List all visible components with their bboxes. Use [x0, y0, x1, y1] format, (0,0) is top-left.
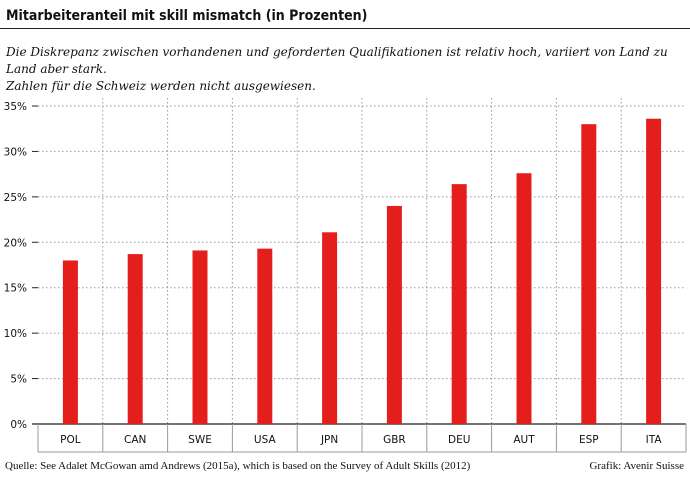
y-tick-label: 5% [10, 374, 27, 386]
bar [257, 248, 273, 424]
x-tick-label: CAN [124, 434, 146, 446]
x-tick-label: GBR [383, 434, 406, 446]
bars [62, 118, 662, 425]
bar [646, 118, 662, 424]
y-tick-label: 25% [4, 192, 27, 204]
bar [62, 260, 78, 424]
x-tick-label: DEU [448, 434, 470, 446]
bar [192, 250, 208, 424]
x-tick-label: ESP [579, 434, 599, 446]
y-tick-label: 30% [4, 146, 27, 158]
source-note: Quelle: See Adalet McGowan amd Andrews (… [5, 460, 471, 472]
bar [516, 173, 532, 424]
chart-subtitle: Die Diskrepanz zwischen vorhandenen und … [6, 44, 686, 95]
bar [581, 124, 597, 425]
x-tick-label: POL [60, 434, 81, 446]
x-tick-labels: POL CAN SWE USA JPN GBR DEU AUT ESP ITA [60, 434, 662, 446]
x-tick-label: USA [254, 434, 277, 446]
gridlines [32, 98, 687, 453]
x-tick-label: ITA [646, 434, 663, 446]
y-tick-label: 35% [4, 101, 27, 113]
bar [322, 232, 338, 424]
x-tick-label: AUT [513, 434, 535, 446]
bar [451, 184, 467, 424]
chart-title: Mitarbeiteranteil mit skill mismatch (in… [6, 8, 368, 24]
y-tick-label: 15% [4, 283, 27, 295]
bar [386, 205, 402, 424]
y-tick-label: 10% [4, 328, 27, 340]
x-tick-label: SWE [188, 434, 212, 446]
y-tick-label: 20% [4, 237, 27, 249]
subtitle-line-1: Die Diskrepanz zwischen vorhandenen und … [6, 45, 668, 76]
subtitle-line-2: Zahlen für die Schweiz werden nicht ausg… [6, 79, 316, 93]
x-tick-label: JPN [320, 434, 338, 446]
y-tick-label: 0% [10, 419, 27, 431]
y-tick-labels: 0% 5% 10% 15% 20% 25% 30% 35% [4, 101, 27, 431]
title-rule [0, 28, 690, 29]
graphic-credit: Grafik: Avenir Suisse [589, 460, 684, 472]
bar [127, 254, 143, 424]
